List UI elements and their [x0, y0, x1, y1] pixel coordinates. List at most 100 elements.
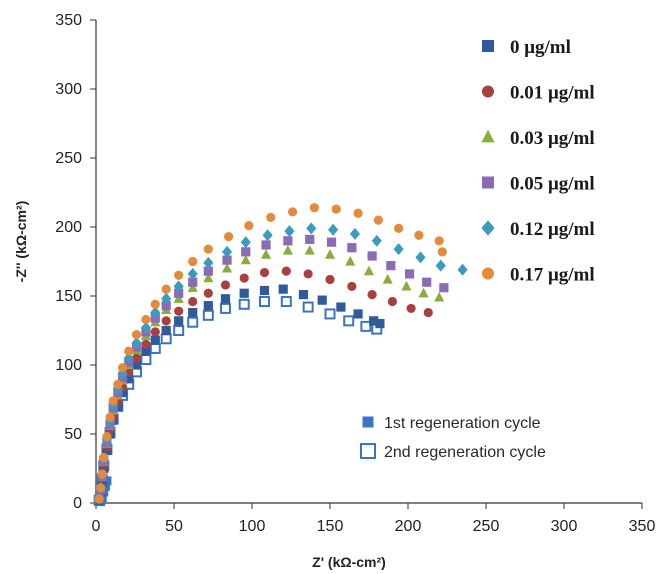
- series-2-point: [406, 303, 416, 314]
- series-2-point: [259, 267, 270, 278]
- series-5-point: [187, 267, 198, 280]
- regen-cycle-2-point: [280, 296, 292, 308]
- series-6-point: [434, 236, 444, 246]
- regen-cycle-2-point: [238, 298, 250, 310]
- regen-cycle-2-point: [360, 320, 372, 332]
- y-axis-title: -Z'' (kΩ-cm²): [13, 201, 29, 283]
- series-1-point: [174, 316, 184, 326]
- series-2-point: [281, 266, 291, 276]
- series-3-point: [203, 272, 214, 283]
- series-2-point: [161, 316, 171, 326]
- legend2-marker-1: [362, 416, 374, 428]
- series-3-point: [324, 249, 336, 259]
- series-2-point: [325, 274, 335, 285]
- regen-cycle-2-point: [324, 308, 336, 320]
- y-tick-label: 350: [55, 12, 82, 29]
- series-4-point: [261, 240, 271, 250]
- series-6-point: [124, 346, 134, 356]
- x-axis-title: Z' (kΩ-cm²): [312, 554, 386, 570]
- series-5-point: [435, 259, 446, 272]
- legend2-label-1: 1st regeneration cycle: [384, 415, 541, 432]
- series-1-point: [117, 388, 128, 398]
- series-5-point: [131, 336, 142, 349]
- series-4-point: [404, 269, 415, 279]
- series-5-point: [221, 245, 233, 258]
- series-2-point: [174, 306, 184, 316]
- series-5-point: [173, 280, 184, 293]
- x-tick-label: 250: [473, 518, 500, 535]
- series-4-point: [439, 283, 449, 293]
- x-tick-label: 100: [239, 518, 266, 535]
- series-3-point: [418, 287, 429, 298]
- series-6-point: [97, 469, 107, 479]
- series-3-point: [221, 262, 233, 273]
- series-5-point: [371, 234, 382, 247]
- series-1-point: [113, 401, 123, 411]
- series-6-point: [131, 330, 142, 340]
- series-1-point: [131, 360, 142, 370]
- series-3-point: [187, 282, 198, 292]
- series-5-point: [284, 225, 295, 238]
- legend-label-6: 0.17 μg/ml: [510, 265, 595, 286]
- regen-cycle-2-point: [258, 296, 270, 308]
- series-1-point: [203, 301, 213, 311]
- series-6-point: [266, 212, 276, 222]
- series-1-point: [259, 285, 270, 296]
- series-1-point: [353, 309, 363, 319]
- series-6-point: [113, 379, 123, 389]
- regen-cycle-2-point: [149, 342, 161, 354]
- regen-cycle-2-point: [219, 302, 231, 314]
- legend2-marker-2: [360, 443, 376, 459]
- series-3-point: [282, 244, 293, 255]
- series-1-point: [278, 284, 288, 294]
- series-5-point: [140, 321, 151, 334]
- series-2-point: [347, 281, 357, 291]
- legend-label-4: 0.05 μg/ml: [510, 174, 595, 195]
- series-3-point: [345, 255, 356, 266]
- series-3-point: [382, 273, 393, 284]
- series-5-point: [240, 236, 251, 249]
- series-6-point: [309, 203, 319, 213]
- series-3-point: [434, 291, 445, 302]
- series-1-point: [336, 302, 346, 312]
- y-tick-label: 200: [55, 219, 82, 236]
- series-2-point: [303, 269, 313, 279]
- series-2-point: [239, 273, 249, 283]
- y-tick-label: 0: [73, 495, 82, 512]
- x-tick-label: 300: [551, 518, 578, 535]
- series-6-point: [99, 452, 109, 463]
- regen-cycle-2-point: [302, 301, 314, 313]
- series-5-point: [150, 306, 161, 319]
- series-5-point: [393, 243, 404, 256]
- legend-label-1: 0 μg/ml: [510, 37, 571, 58]
- series-1-point: [188, 307, 198, 318]
- series-6-point: [203, 244, 213, 254]
- series-5-point: [349, 227, 361, 240]
- series-4-point: [161, 301, 171, 311]
- series-2-point: [387, 296, 397, 307]
- series-6-point: [244, 221, 254, 231]
- legend-marker-5: [481, 220, 495, 236]
- series-2-point: [367, 290, 377, 300]
- series-4-point: [203, 266, 213, 276]
- series-2-point: [131, 353, 142, 363]
- series-2-point: [423, 307, 433, 318]
- legend-marker-2: [482, 85, 494, 98]
- y-tick-label: 100: [55, 357, 82, 374]
- series-4-point: [305, 234, 315, 245]
- series-4-point: [367, 251, 377, 261]
- series-6-point: [287, 207, 298, 217]
- series-5-point: [161, 292, 172, 305]
- series-1-point: [239, 288, 249, 298]
- series-6-point: [224, 232, 234, 242]
- series-5-point: [262, 229, 273, 242]
- series-3-point: [363, 265, 375, 276]
- series-3-point: [240, 254, 251, 265]
- x-tick-label: 150: [317, 518, 344, 535]
- series-6-point: [331, 204, 341, 214]
- series-6-point: [353, 208, 363, 218]
- series-6-point: [188, 256, 198, 267]
- series-4-point: [422, 277, 432, 287]
- series-5-point: [306, 222, 317, 235]
